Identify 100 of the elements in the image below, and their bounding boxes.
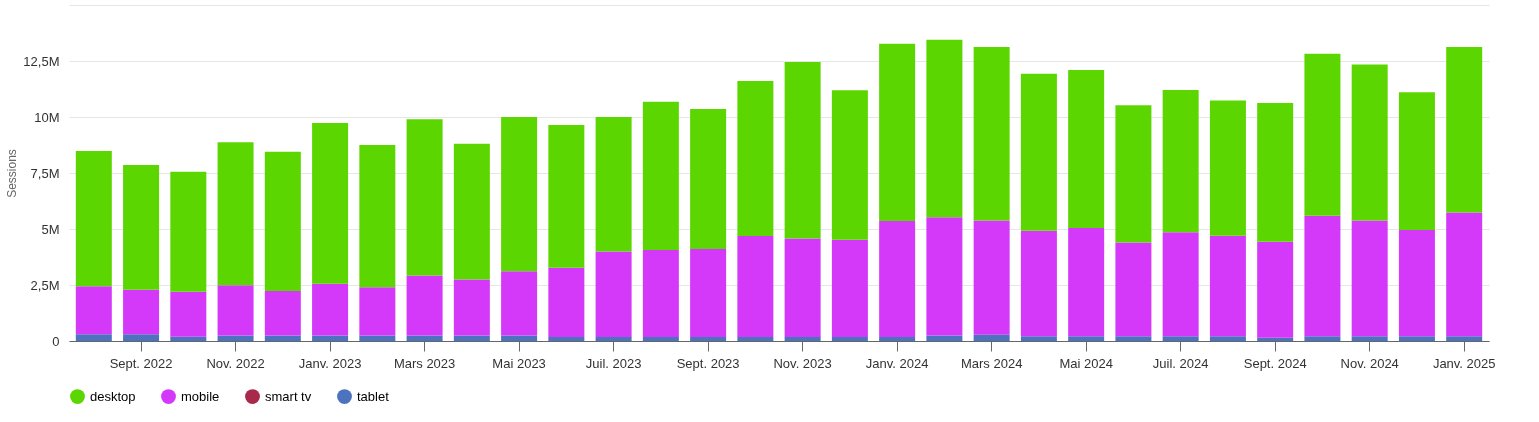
bar <box>453 335 490 341</box>
bar <box>1115 242 1152 337</box>
bar <box>1351 336 1388 341</box>
bar <box>1304 336 1341 341</box>
bar <box>1446 212 1483 337</box>
bar <box>1115 336 1152 341</box>
bar <box>973 220 1010 335</box>
bar <box>501 335 538 341</box>
y-tick-label: 12,5M <box>23 53 60 69</box>
y-tick-label: 7,5M <box>30 165 60 181</box>
y-tick-label: 2,5M <box>30 277 60 293</box>
bar <box>690 108 727 249</box>
bar <box>1257 102 1294 242</box>
y-axis-title: Sessions <box>5 149 20 198</box>
bar <box>595 117 632 252</box>
bar <box>831 239 868 337</box>
legend-label: desktop <box>90 388 136 404</box>
bar <box>737 80 774 236</box>
x-tick-label: Nov. 2024 <box>1340 355 1399 371</box>
bar <box>1351 64 1388 221</box>
legend-label: smart tv <box>265 388 312 404</box>
bar <box>1162 232 1199 337</box>
bar <box>926 335 963 341</box>
x-tick-label: Janv. 2025 <box>1432 355 1496 371</box>
bar <box>312 283 349 336</box>
bar <box>501 117 538 272</box>
bar <box>264 335 301 341</box>
legend-label: tablet <box>357 388 390 404</box>
bar <box>1351 220 1388 337</box>
bar <box>595 251 632 337</box>
bar <box>453 279 490 336</box>
bar <box>453 143 490 280</box>
bar <box>312 335 349 341</box>
bar <box>595 336 632 341</box>
bar <box>359 145 396 288</box>
bar <box>831 336 868 341</box>
bar <box>879 43 916 221</box>
bar <box>1068 336 1105 341</box>
bar <box>1020 230 1057 337</box>
bar <box>1209 336 1246 341</box>
bar <box>359 335 396 341</box>
bar <box>1398 229 1435 337</box>
bar <box>1209 100 1246 236</box>
bar <box>406 275 443 336</box>
bar <box>170 171 207 292</box>
bar <box>831 90 868 240</box>
bar <box>690 248 727 337</box>
bar <box>170 336 207 341</box>
bar <box>1209 235 1246 337</box>
bar <box>737 235 774 337</box>
bar <box>75 334 112 341</box>
bar <box>1257 241 1294 338</box>
bar <box>1304 53 1341 216</box>
bar <box>217 142 254 286</box>
bar <box>123 334 160 341</box>
bar <box>642 101 679 251</box>
bar <box>879 336 916 341</box>
y-tick-label: 5M <box>41 221 60 237</box>
x-tick-label: Nov. 2023 <box>773 355 832 371</box>
x-tick-label: Janv. 2023 <box>298 355 362 371</box>
x-tick-label: Sept. 2024 <box>1243 355 1307 371</box>
bar <box>75 151 112 287</box>
bar <box>548 125 585 268</box>
bar <box>642 250 679 337</box>
bar <box>406 119 443 276</box>
bar <box>359 287 396 336</box>
bar <box>926 217 963 336</box>
y-tick-label: 0 <box>52 333 60 349</box>
bar <box>170 291 207 337</box>
x-tick-label: Janv. 2024 <box>865 355 929 371</box>
bar <box>879 220 916 337</box>
x-tick-label: Sept. 2022 <box>109 355 173 371</box>
bar <box>264 291 301 336</box>
bar <box>123 289 160 335</box>
bar <box>926 39 963 218</box>
bar <box>784 238 821 337</box>
x-tick-label: Mai 2023 <box>492 355 546 371</box>
bar <box>548 267 585 337</box>
bar <box>1304 215 1341 337</box>
bar <box>217 285 254 336</box>
bar <box>1068 227 1105 337</box>
bar <box>1446 47 1483 213</box>
bar <box>784 336 821 341</box>
x-tick-label: Nov. 2022 <box>206 355 265 371</box>
bar <box>501 271 538 336</box>
bar <box>312 123 349 284</box>
x-tick-label: Mars 2023 <box>393 355 456 371</box>
x-tick-label: Juil. 2023 <box>585 355 642 371</box>
bar <box>406 335 443 341</box>
x-tick-label: Sept. 2023 <box>676 355 740 371</box>
bar <box>548 336 585 341</box>
bar <box>1162 336 1199 341</box>
bar <box>75 286 112 335</box>
bar <box>1115 105 1152 243</box>
bar <box>1398 336 1435 341</box>
bar <box>973 334 1010 341</box>
bar <box>642 336 679 341</box>
bar <box>264 151 301 292</box>
x-tick-label: Mars 2024 <box>960 355 1023 371</box>
x-tick-label: Juil. 2024 <box>1152 355 1209 371</box>
